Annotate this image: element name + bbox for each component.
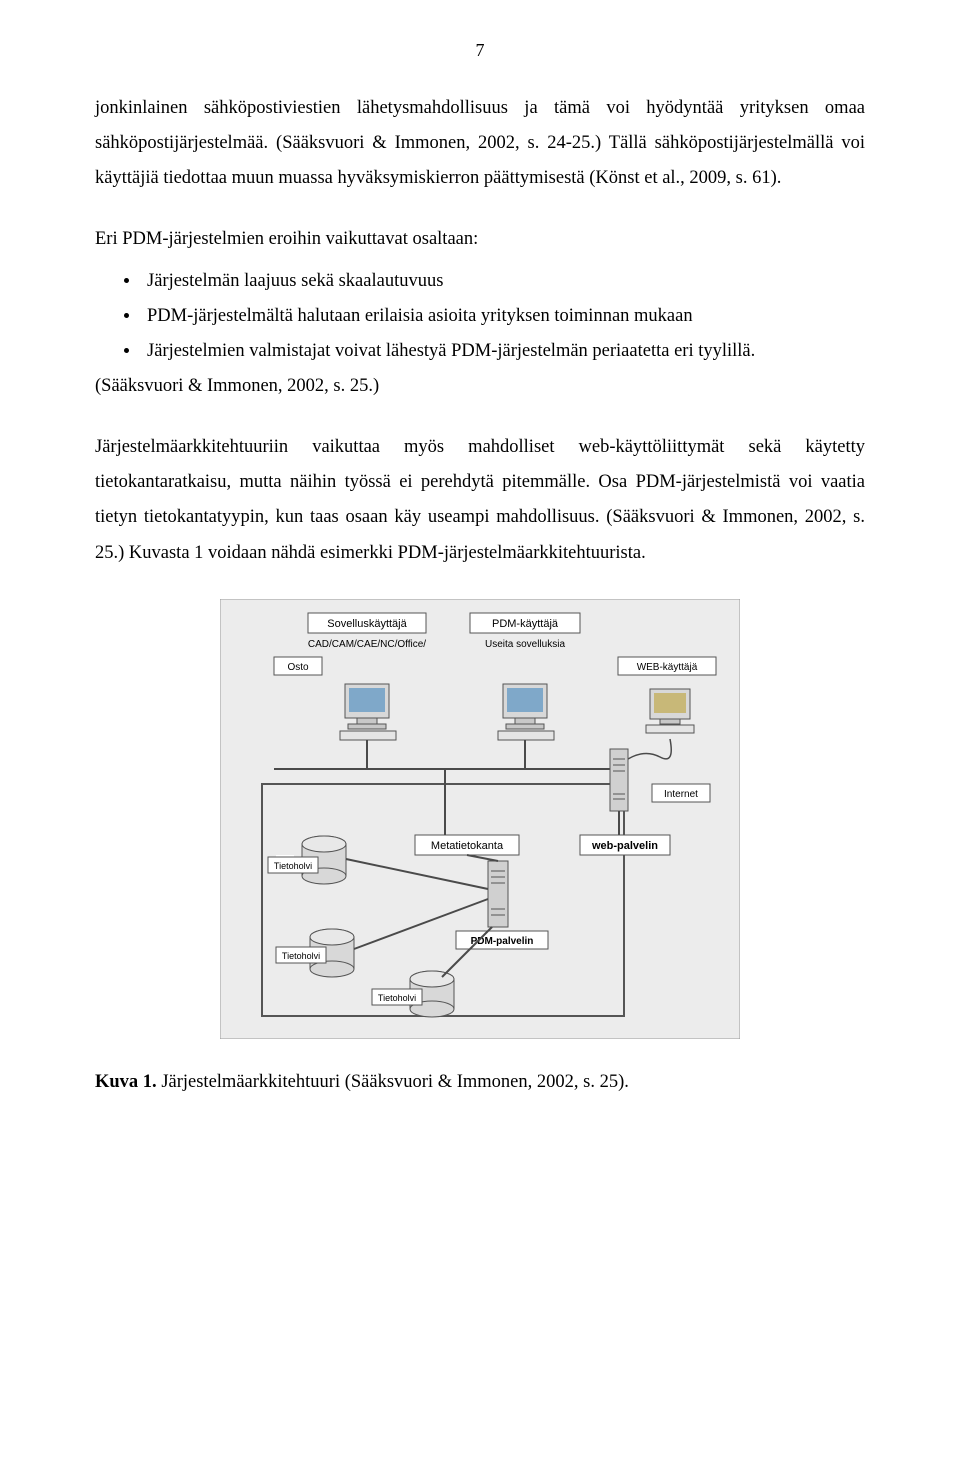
label-web-kayttaja: WEB-käyttäjä [637,662,698,673]
label-pdm-kayttaja: PDM-käyttäjä [492,618,559,630]
bullet-list-intro: Eri PDM-järjestelmien eroihin vaikuttava… [95,222,865,257]
page-container: 7 jonkinlainen sähköpostiviestien lähety… [0,0,960,1153]
list-item: Järjestelmien valmistajat voivat lähesty… [141,334,865,369]
paragraph-2: Järjestelmäarkkitehtuuriin vaikuttaa myö… [95,430,865,571]
label-osto: Osto [287,662,309,673]
label-sovelluskayttaja: Sovelluskäyttäjä [327,618,407,630]
label-metatietokanta: Metatietokanta [431,840,504,852]
page-number: 7 [95,40,865,61]
label-tietoholvi-1b: Tietoholvi [274,861,312,871]
list-item: Järjestelmän laajuus sekä skaalautuvuus [141,264,865,299]
paragraph-1: jonkinlainen sähköpostiviestien lähetysm… [95,91,865,196]
monitor-icon [340,684,396,740]
figure-caption: Kuva 1. Järjestelmäarkkitehtuuri (Sääksv… [95,1072,865,1093]
label-tietoholvi-3: Tietoholvi [378,993,416,1003]
label-web-palvelin: web-palvelin [591,840,658,852]
caption-bold: Kuva 1. [95,1072,157,1092]
label-useita: Useita sovelluksia [485,639,565,650]
after-bullet-citation: (Sääksvuori & Immonen, 2002, s. 25.) [95,369,865,404]
monitor-icon [646,689,694,733]
figure-1: Sovelluskäyttäjä PDM-käyttäjä CAD/CAM/CA… [95,599,865,1044]
bullet-list: Järjestelmän laajuus sekä skaalautuvuus … [123,264,865,369]
list-item: PDM-järjestelmältä halutaan erilaisia as… [141,299,865,334]
architecture-diagram: Sovelluskäyttäjä PDM-käyttäjä CAD/CAM/CA… [220,599,740,1039]
label-tietoholvi-2: Tietoholvi [282,951,320,961]
server-icon [488,861,508,927]
caption-text: Järjestelmäarkkitehtuuri (Sääksvuori & I… [157,1072,629,1092]
server-icon [610,749,628,811]
label-cad-line: CAD/CAM/CAE/NC/Office/ [308,639,426,650]
label-internet: Internet [664,789,698,800]
monitor-icon [498,684,554,740]
